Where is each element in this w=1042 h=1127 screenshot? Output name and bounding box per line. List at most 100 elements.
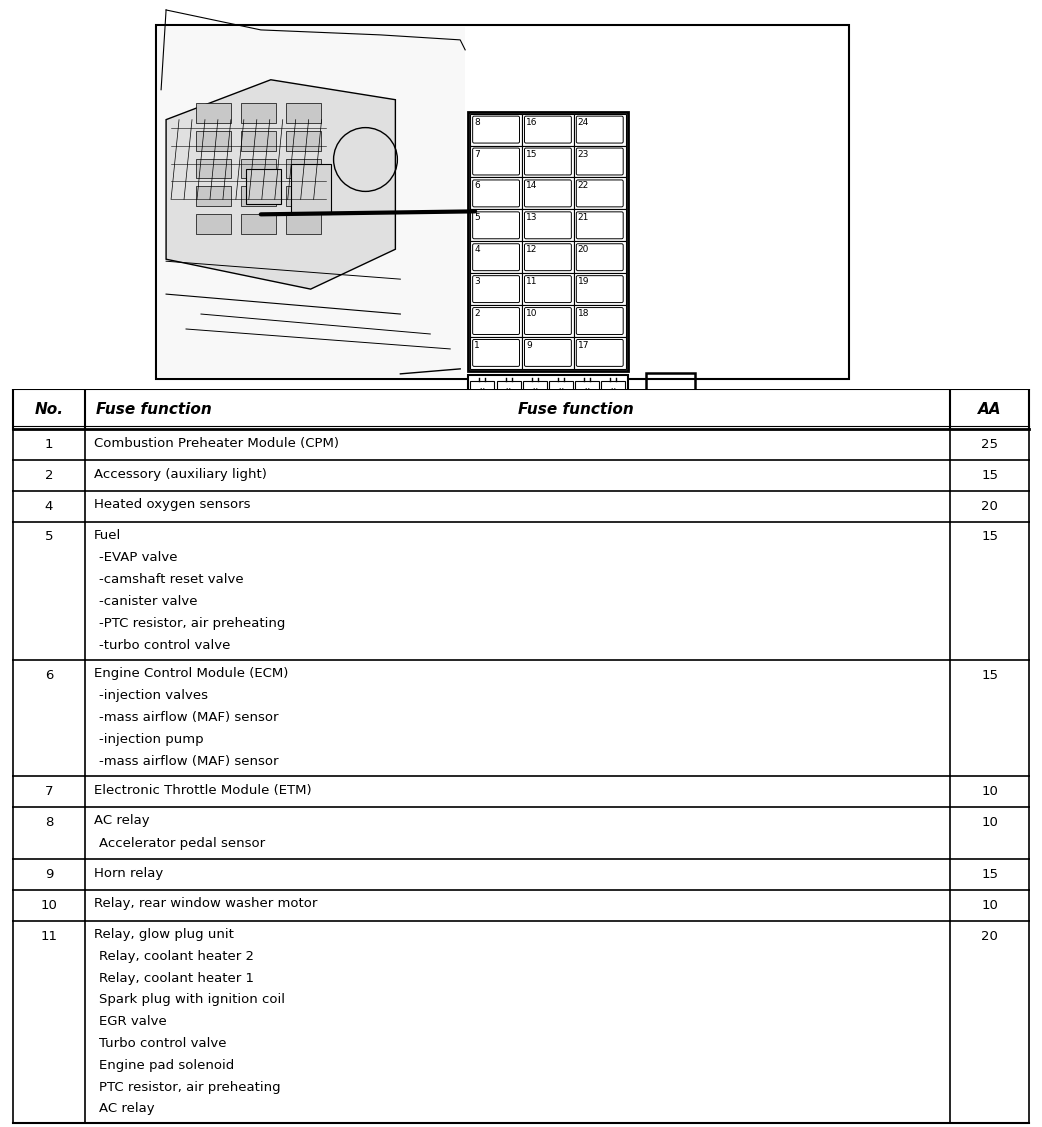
Bar bbox=[574, 241, 625, 273]
Text: 17: 17 bbox=[578, 341, 590, 350]
Text: 20: 20 bbox=[982, 499, 998, 513]
Bar bbox=[470, 273, 522, 305]
Text: 3: 3 bbox=[474, 277, 480, 286]
Bar bbox=[196, 186, 231, 206]
Bar bbox=[575, 381, 599, 401]
Text: 2: 2 bbox=[45, 469, 53, 482]
Text: Fuel: Fuel bbox=[94, 529, 121, 542]
Text: 9: 9 bbox=[526, 341, 531, 350]
Bar bbox=[574, 337, 625, 369]
Text: 20: 20 bbox=[578, 246, 589, 255]
Text: x: x bbox=[585, 387, 590, 396]
Bar bbox=[13, 491, 1029, 522]
Bar bbox=[470, 381, 494, 401]
Text: x: x bbox=[506, 387, 512, 396]
Bar bbox=[286, 131, 321, 151]
Text: Relay, glow plug unit: Relay, glow plug unit bbox=[94, 928, 233, 941]
Bar bbox=[574, 114, 625, 145]
Text: 9: 9 bbox=[45, 868, 53, 881]
Text: 7: 7 bbox=[474, 150, 480, 159]
Text: 15: 15 bbox=[982, 531, 998, 543]
Text: -PTC resistor, air preheating: -PTC resistor, air preheating bbox=[99, 616, 286, 630]
Text: 10: 10 bbox=[982, 786, 998, 798]
Bar bbox=[241, 186, 276, 206]
Text: -canister valve: -canister valve bbox=[99, 595, 198, 607]
Bar bbox=[13, 460, 1029, 491]
Text: Accelerator pedal sensor: Accelerator pedal sensor bbox=[99, 837, 265, 850]
Text: 24: 24 bbox=[578, 117, 589, 126]
Text: -camshaft reset valve: -camshaft reset valve bbox=[99, 573, 244, 586]
Text: 1: 1 bbox=[474, 341, 480, 350]
Bar bbox=[241, 131, 276, 151]
Bar bbox=[156, 25, 849, 379]
Text: 19: 19 bbox=[578, 277, 590, 286]
Text: Electronic Throttle Module (ETM): Electronic Throttle Module (ETM) bbox=[94, 783, 312, 797]
Bar bbox=[196, 214, 231, 234]
Bar bbox=[522, 241, 574, 273]
Bar bbox=[13, 659, 1029, 777]
Bar bbox=[286, 159, 321, 178]
Bar bbox=[196, 159, 231, 178]
Text: 12: 12 bbox=[526, 246, 538, 255]
Text: 15: 15 bbox=[982, 868, 998, 881]
Bar bbox=[522, 210, 574, 241]
Bar bbox=[241, 159, 276, 178]
Text: Horn relay: Horn relay bbox=[94, 867, 163, 880]
Text: 15: 15 bbox=[982, 668, 998, 682]
Text: 16: 16 bbox=[526, 117, 538, 126]
Text: 5: 5 bbox=[45, 531, 53, 543]
Bar bbox=[13, 859, 1029, 890]
Text: 15: 15 bbox=[526, 150, 538, 159]
Text: 6: 6 bbox=[45, 668, 53, 682]
Bar bbox=[549, 381, 573, 401]
Text: Engine Control Module (ECM): Engine Control Module (ECM) bbox=[94, 667, 289, 680]
Text: Engine pad solenoid: Engine pad solenoid bbox=[99, 1058, 234, 1072]
Bar bbox=[468, 112, 627, 371]
Text: AA: AA bbox=[978, 401, 1001, 417]
Text: 10: 10 bbox=[982, 899, 998, 912]
Bar bbox=[523, 381, 547, 401]
Bar bbox=[574, 177, 625, 210]
Text: PTC resistor, air preheating: PTC resistor, air preheating bbox=[99, 1081, 280, 1093]
Text: Heated oxygen sensors: Heated oxygen sensors bbox=[94, 498, 250, 512]
Text: No.: No. bbox=[34, 401, 64, 417]
Text: AC relay: AC relay bbox=[99, 1102, 154, 1116]
Bar bbox=[646, 373, 695, 409]
Bar bbox=[196, 103, 231, 123]
Bar bbox=[13, 389, 1029, 429]
Bar bbox=[522, 273, 574, 305]
Text: Relay, rear window washer motor: Relay, rear window washer motor bbox=[94, 897, 317, 911]
Bar bbox=[522, 177, 574, 210]
Text: 22: 22 bbox=[578, 181, 589, 190]
Bar bbox=[286, 103, 321, 123]
Text: 21: 21 bbox=[578, 213, 589, 222]
Bar bbox=[574, 210, 625, 241]
Polygon shape bbox=[166, 80, 395, 290]
Text: x: x bbox=[532, 387, 538, 396]
Text: Relay, coolant heater 2: Relay, coolant heater 2 bbox=[99, 950, 254, 962]
Bar bbox=[470, 145, 522, 177]
Text: 25: 25 bbox=[982, 438, 998, 451]
Text: -injection valves: -injection valves bbox=[99, 689, 208, 702]
Bar bbox=[246, 169, 280, 204]
Bar bbox=[13, 777, 1029, 807]
Bar bbox=[196, 131, 231, 151]
Bar bbox=[241, 103, 276, 123]
Bar bbox=[286, 214, 321, 234]
Text: -injection pump: -injection pump bbox=[99, 733, 203, 746]
Bar bbox=[601, 381, 625, 401]
Text: AC relay: AC relay bbox=[94, 815, 149, 827]
Text: 5: 5 bbox=[474, 213, 480, 222]
Text: 15: 15 bbox=[982, 469, 998, 482]
Bar bbox=[468, 375, 627, 407]
Text: 6: 6 bbox=[474, 181, 480, 190]
Text: 8: 8 bbox=[474, 117, 480, 126]
Bar bbox=[470, 241, 522, 273]
Text: -EVAP valve: -EVAP valve bbox=[99, 551, 177, 564]
Text: Accessory (auxiliary light): Accessory (auxiliary light) bbox=[94, 468, 267, 480]
Text: 4: 4 bbox=[45, 499, 53, 513]
Text: 14: 14 bbox=[526, 181, 538, 190]
Bar bbox=[13, 807, 1029, 859]
Text: -mass airflow (MAF) sensor: -mass airflow (MAF) sensor bbox=[99, 755, 278, 769]
Text: Fuse function: Fuse function bbox=[518, 401, 634, 417]
